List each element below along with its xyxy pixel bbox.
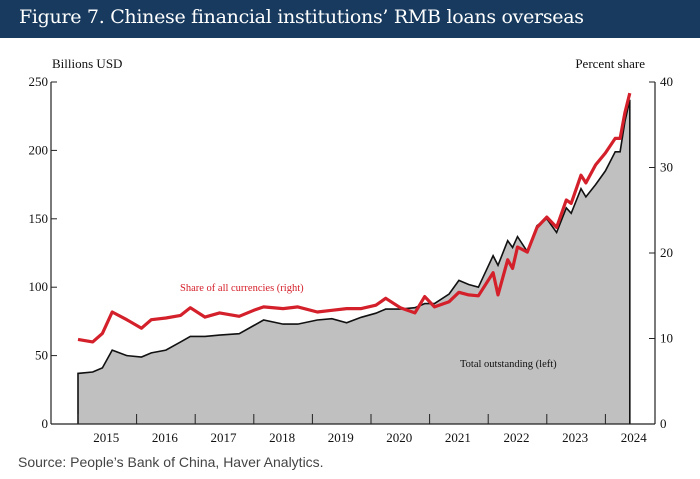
x-axis-tick-label: 2021: [445, 430, 471, 445]
x-axis-tick-label: 2022: [504, 430, 530, 445]
series-label-total: Total outstanding (left): [460, 359, 557, 370]
left-axis-label: Billions USD: [52, 56, 122, 71]
share-line: [77, 92, 632, 344]
figure-title: Figure 7. Chinese financial institutions…: [19, 6, 584, 28]
x-axis-tick-label: 2015: [93, 430, 119, 445]
right-axis-tick-label: 30: [660, 160, 673, 175]
x-axis-tick-label: 2023: [562, 430, 588, 445]
source-note: Source: People’s Bank of China, Haver An…: [18, 454, 324, 470]
x-axis-tick-label: 2020: [386, 430, 412, 445]
left-axis-tick-label: 150: [29, 211, 49, 226]
x-axis-tick-label: 2024: [621, 430, 648, 445]
x-axis-tick-label: 2017: [211, 430, 238, 445]
right-axis-label: Percent share: [575, 56, 645, 71]
total-outstanding-area: [78, 99, 630, 425]
title-bar: Figure 7. Chinese financial institutions…: [0, 0, 700, 38]
x-axis-tick-label: 2019: [328, 430, 354, 445]
series-label-share: Share of all currencies (right): [180, 283, 304, 294]
left-axis-tick-label: 0: [42, 416, 49, 431]
left-axis-tick-label: 50: [35, 348, 48, 363]
left-axis-tick-label: 100: [29, 279, 49, 294]
x-axis-tick-label: 2018: [269, 430, 295, 445]
right-axis-tick-label: 10: [660, 331, 673, 346]
right-axis-tick-label: 0: [660, 416, 667, 431]
x-axis-tick-label: 2016: [152, 430, 179, 445]
left-axis-tick-label: 200: [29, 142, 49, 157]
left-axis-tick-label: 250: [29, 74, 49, 89]
right-axis-tick-label: 40: [660, 74, 673, 89]
right-axis-tick-label: 20: [660, 245, 673, 260]
